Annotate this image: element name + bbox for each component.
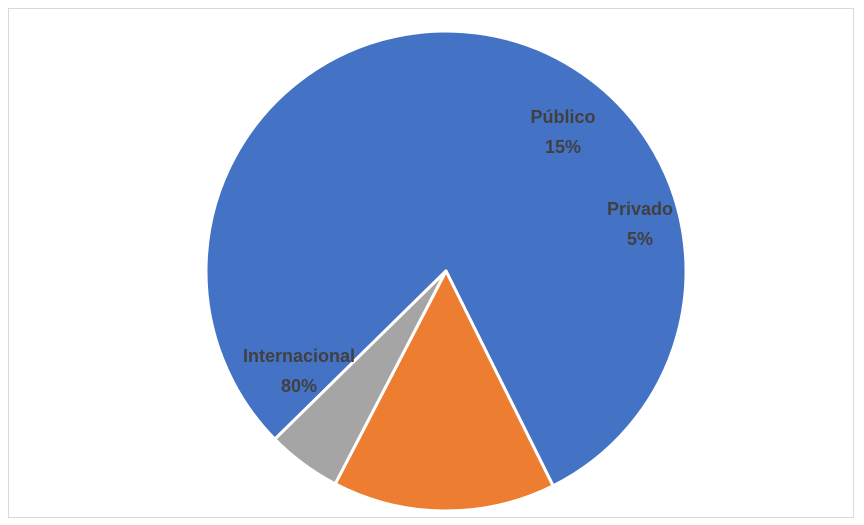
pie-chart: Internacional 80% Público 15% Privado 5% <box>204 29 688 513</box>
pie-slice-público <box>333 269 555 513</box>
data-label-category-internacional: Internacional <box>243 346 355 366</box>
data-label-category-privado: Privado <box>607 199 673 219</box>
data-label-category-público: Público <box>530 107 595 127</box>
data-label-percent-público: 15% <box>545 137 581 157</box>
pie-slice-privado <box>273 269 448 486</box>
pie-slice-internacional <box>204 29 688 488</box>
data-label-percent-internacional: 80% <box>281 376 317 396</box>
chart-area: Internacional 80% Público 15% Privado 5% <box>8 8 854 518</box>
data-label-percent-privado: 5% <box>627 229 653 249</box>
